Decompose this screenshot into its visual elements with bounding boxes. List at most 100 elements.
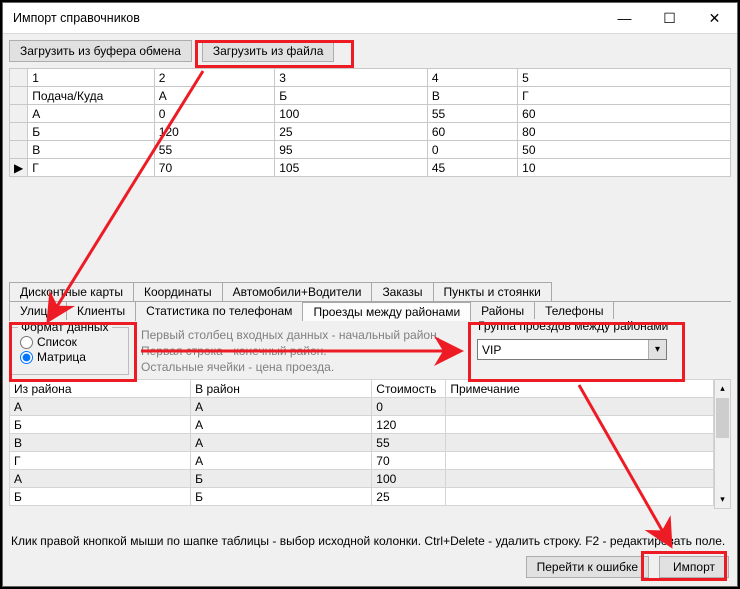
- radio-matrix-row[interactable]: Матрица: [20, 350, 118, 364]
- group-select[interactable]: VIP ▾: [477, 339, 667, 360]
- cell[interactable]: 60: [427, 123, 517, 141]
- result-grid-wrap: Из районаВ районСтоимостьПримечаниеАА0БА…: [3, 379, 737, 506]
- cell-note[interactable]: [446, 434, 714, 452]
- cell[interactable]: 55: [427, 105, 517, 123]
- input-grid[interactable]: 12345Подача/КудаАБВГА01005560Б120256080В…: [9, 68, 731, 177]
- cell-to[interactable]: А: [191, 452, 372, 470]
- cell[interactable]: 25: [275, 123, 428, 141]
- cell[interactable]: 50: [518, 141, 731, 159]
- cell[interactable]: 95: [275, 141, 428, 159]
- radio-matrix-label: Матрица: [37, 350, 86, 364]
- col-header[interactable]: Примечание: [446, 380, 714, 398]
- cell-cost[interactable]: 0: [372, 398, 446, 416]
- cell-to[interactable]: А: [191, 434, 372, 452]
- hint-line-3: Остальные ячейки - цена проезда.: [141, 359, 440, 375]
- tab[interactable]: Автомобили+Водители: [222, 282, 373, 301]
- cell-from[interactable]: Б: [10, 488, 191, 506]
- cell-from[interactable]: А: [10, 470, 191, 488]
- cell-cost[interactable]: 100: [372, 470, 446, 488]
- cell-note[interactable]: [446, 452, 714, 470]
- col-header[interactable]: 3: [275, 69, 428, 87]
- tab[interactable]: Проезды между районами: [302, 302, 471, 322]
- cell-note[interactable]: [446, 488, 714, 506]
- cell-to[interactable]: Б: [191, 488, 372, 506]
- cell-from[interactable]: Г: [10, 452, 191, 470]
- tabs-wrap: Дисконтные картыКоординатыАвтомобили+Вод…: [3, 282, 737, 321]
- cell[interactable]: 70: [154, 159, 274, 177]
- cell[interactable]: 80: [518, 123, 731, 141]
- minimize-button[interactable]: —: [602, 3, 647, 33]
- cell[interactable]: 45: [427, 159, 517, 177]
- cell[interactable]: В: [28, 141, 154, 159]
- scroll-down-button[interactable]: ▾: [715, 491, 730, 508]
- col-header[interactable]: В район: [191, 380, 372, 398]
- cell-to[interactable]: Б: [191, 470, 372, 488]
- chevron-down-icon[interactable]: ▾: [648, 340, 666, 359]
- cell[interactable]: Б: [28, 123, 154, 141]
- cell-cost[interactable]: 55: [372, 434, 446, 452]
- tab[interactable]: Пункты и стоянки: [433, 282, 552, 301]
- cell[interactable]: 10: [518, 159, 731, 177]
- hint-line-2: Первая строка - конечный район.: [141, 343, 440, 359]
- cell[interactable]: А: [28, 105, 154, 123]
- grid-empty-area: [3, 177, 737, 282]
- cell-cost[interactable]: 25: [372, 488, 446, 506]
- cell[interactable]: Б: [275, 87, 428, 105]
- row-marker: [10, 87, 28, 105]
- col-header[interactable]: 1: [28, 69, 154, 87]
- cell[interactable]: 105: [275, 159, 428, 177]
- radio-list[interactable]: [20, 336, 33, 349]
- footer-hint: Клик правой кнопкой мыши по шапке таблиц…: [11, 534, 729, 548]
- cell[interactable]: Подача/Куда: [28, 87, 154, 105]
- cell[interactable]: Г: [518, 87, 731, 105]
- tab[interactable]: Координаты: [133, 282, 223, 301]
- cell[interactable]: В: [427, 87, 517, 105]
- radio-matrix[interactable]: [20, 351, 33, 364]
- tab[interactable]: Статистика по телефонам: [135, 301, 303, 321]
- cell-from[interactable]: А: [10, 398, 191, 416]
- cell[interactable]: 60: [518, 105, 731, 123]
- col-header[interactable]: Из района: [10, 380, 191, 398]
- col-header[interactable]: 4: [427, 69, 517, 87]
- scroll-up-button[interactable]: ▴: [715, 380, 730, 397]
- import-button[interactable]: Импорт: [659, 556, 729, 578]
- tab[interactable]: Заказы: [371, 282, 433, 301]
- col-header[interactable]: 5: [518, 69, 731, 87]
- close-button[interactable]: ✕: [692, 3, 737, 33]
- cell-to[interactable]: А: [191, 416, 372, 434]
- cell-note[interactable]: [446, 416, 714, 434]
- cell[interactable]: А: [154, 87, 274, 105]
- result-grid[interactable]: Из районаВ районСтоимостьПримечаниеАА0БА…: [9, 379, 714, 506]
- cell-from[interactable]: В: [10, 434, 191, 452]
- scroll-thumb[interactable]: [716, 398, 729, 438]
- scrollbar-vertical[interactable]: ▴ ▾: [714, 379, 731, 509]
- cell[interactable]: 0: [427, 141, 517, 159]
- cell[interactable]: 100: [275, 105, 428, 123]
- tabs-row-2: УлицыКлиентыСтатистика по телефонамПроез…: [9, 301, 731, 321]
- cell-from[interactable]: Б: [10, 416, 191, 434]
- load-file-button[interactable]: Загрузить из файла: [202, 40, 335, 62]
- load-clipboard-button[interactable]: Загрузить из буфера обмена: [9, 40, 192, 62]
- cell-to[interactable]: А: [191, 398, 372, 416]
- tab[interactable]: Улицы: [9, 301, 67, 321]
- tab[interactable]: Клиенты: [66, 301, 136, 321]
- cell[interactable]: 0: [154, 105, 274, 123]
- tab[interactable]: Телефоны: [534, 301, 614, 321]
- col-header[interactable]: Стоимость: [372, 380, 446, 398]
- maximize-button[interactable]: ☐: [647, 3, 692, 33]
- col-header[interactable]: 2: [154, 69, 274, 87]
- radio-list-row[interactable]: Список: [20, 335, 118, 349]
- row-marker: [10, 141, 28, 159]
- cell[interactable]: 55: [154, 141, 274, 159]
- tab[interactable]: Дисконтные карты: [9, 282, 134, 301]
- cell-cost[interactable]: 120: [372, 416, 446, 434]
- cell-note[interactable]: [446, 470, 714, 488]
- format-fieldset: Формат данных Список Матрица: [11, 327, 129, 375]
- goto-error-button[interactable]: Перейти к ошибке: [526, 556, 649, 578]
- cell-cost[interactable]: 70: [372, 452, 446, 470]
- tab[interactable]: Районы: [470, 301, 535, 321]
- cell[interactable]: 120: [154, 123, 274, 141]
- cell[interactable]: Г: [28, 159, 154, 177]
- input-grid-wrap: 12345Подача/КудаАБВГА01005560Б120256080В…: [3, 68, 737, 177]
- cell-note[interactable]: [446, 398, 714, 416]
